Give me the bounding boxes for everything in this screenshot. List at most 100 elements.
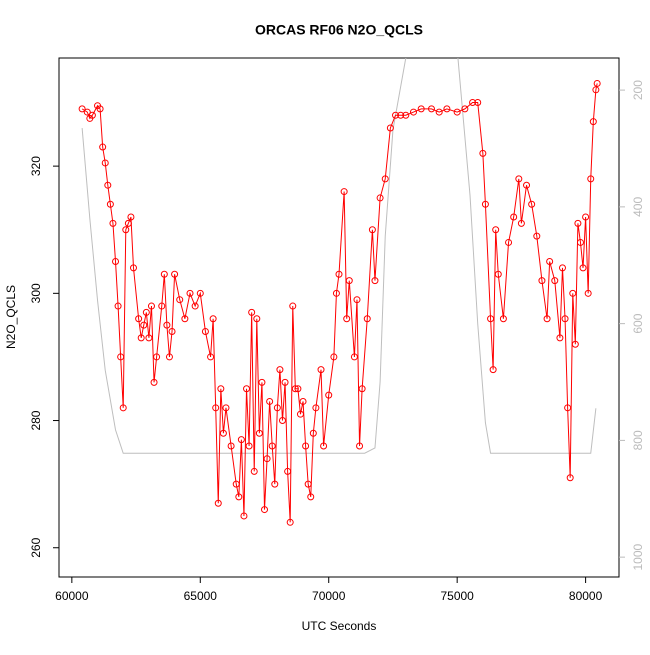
data-point	[207, 353, 215, 361]
data-point	[150, 378, 158, 386]
data-point	[587, 175, 595, 183]
data-point	[186, 289, 194, 297]
data-point	[358, 385, 366, 393]
data-point	[163, 321, 171, 329]
series-line	[81, 83, 598, 523]
data-point	[309, 429, 317, 437]
data-point	[593, 79, 601, 87]
data-point	[296, 410, 304, 418]
data-point	[160, 270, 168, 278]
data-point	[294, 385, 302, 393]
data-point	[499, 315, 507, 323]
data-point	[481, 200, 489, 208]
data-point	[201, 327, 209, 335]
data-point	[325, 391, 333, 399]
data-point	[129, 264, 137, 272]
data-point	[276, 366, 284, 374]
data-point	[119, 404, 127, 412]
data-point	[122, 226, 130, 234]
plot-frame	[58, 57, 620, 578]
data-point	[261, 506, 269, 514]
data-point	[168, 327, 176, 335]
data-point	[317, 366, 325, 374]
data-point	[83, 108, 91, 116]
data-point	[209, 315, 217, 323]
data-point	[556, 334, 564, 342]
data-point	[582, 213, 590, 221]
data-point	[312, 404, 320, 412]
data-point	[546, 258, 554, 266]
plot-area	[78, 58, 601, 526]
data-point	[124, 219, 132, 227]
data-point	[474, 99, 482, 107]
data-point	[273, 404, 281, 412]
data-point	[363, 315, 371, 323]
data-point	[350, 353, 358, 361]
data-point	[302, 442, 310, 450]
y2-tick-label: 600	[631, 313, 645, 333]
y2-tick-label: 200	[631, 80, 645, 100]
data-point	[78, 105, 86, 113]
data-point	[320, 442, 328, 450]
data-point	[112, 258, 120, 266]
data-point	[145, 334, 153, 342]
data-point	[528, 200, 536, 208]
data-point	[96, 105, 104, 113]
data-point	[253, 315, 261, 323]
y2-tick-label: 1000	[631, 543, 645, 570]
data-point	[469, 99, 477, 107]
data-point	[340, 188, 348, 196]
data-point	[284, 467, 292, 475]
data-point	[376, 194, 384, 202]
y-tick-label: 320	[29, 156, 43, 176]
data-point	[227, 442, 235, 450]
data-point	[571, 340, 579, 348]
data-point	[289, 302, 297, 310]
data-point	[510, 213, 518, 221]
data-point	[140, 321, 148, 329]
data-point	[243, 385, 251, 393]
y-axis-label: N2O_QCLS	[4, 285, 18, 349]
x-tick-label: 60000	[55, 589, 89, 603]
data-point	[109, 219, 117, 227]
data-point	[222, 404, 230, 412]
y-tick-label: 260	[29, 537, 43, 557]
y2-tick-label: 800	[631, 430, 645, 450]
data-point	[558, 264, 566, 272]
data-point	[564, 404, 572, 412]
data-point	[248, 308, 256, 316]
data-point	[569, 289, 577, 297]
data-point	[409, 108, 417, 116]
data-point	[417, 105, 425, 113]
data-point	[114, 302, 122, 310]
data-point	[538, 277, 546, 285]
x-axis-label: UTC Seconds	[302, 619, 377, 633]
data-point	[237, 436, 245, 444]
data-point	[402, 111, 410, 119]
data-point	[299, 397, 307, 405]
x-tick-label: 75000	[440, 589, 474, 603]
data-point	[533, 232, 541, 240]
data-point	[427, 105, 435, 113]
x-tick-label: 70000	[312, 589, 346, 603]
data-point	[158, 302, 166, 310]
data-point	[219, 429, 227, 437]
data-point	[479, 149, 487, 157]
data-point	[137, 334, 145, 342]
data-point	[487, 315, 495, 323]
data-point	[592, 86, 600, 94]
data-point	[291, 385, 299, 393]
data-point	[232, 480, 240, 488]
data-point	[117, 353, 125, 361]
data-point	[489, 366, 497, 374]
data-point	[492, 226, 500, 234]
data-point	[104, 181, 112, 189]
data-point	[147, 302, 155, 310]
data-point	[494, 270, 502, 278]
data-point	[566, 474, 574, 482]
data-point	[101, 159, 109, 167]
data-point	[392, 111, 400, 119]
data-point	[579, 264, 587, 272]
data-point	[589, 118, 597, 126]
